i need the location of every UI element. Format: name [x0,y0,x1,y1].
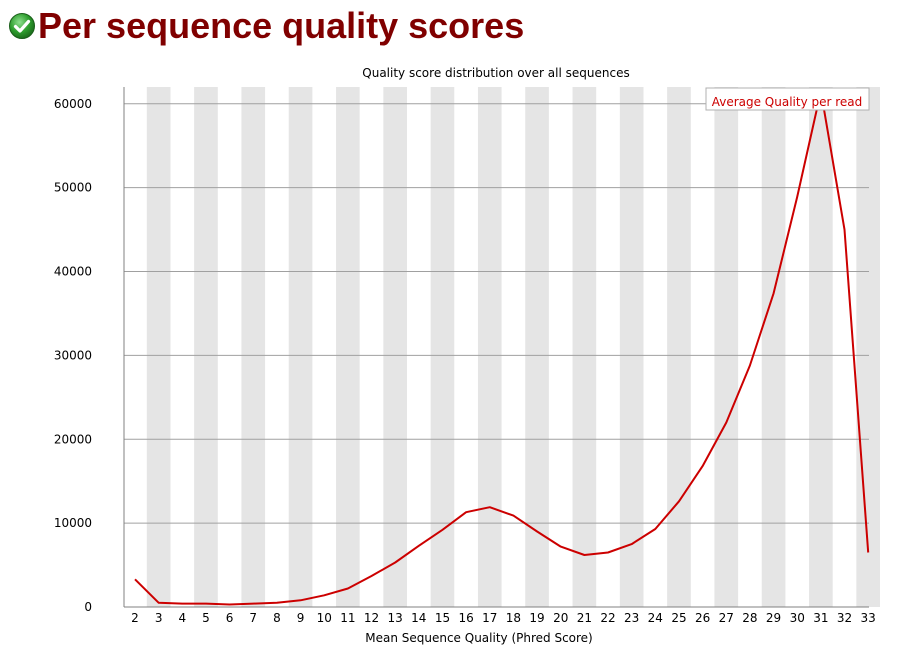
band-33 [856,87,880,607]
x-tick-14: 14 [411,611,426,625]
x-tick-29: 29 [766,611,781,625]
band-19 [525,87,549,607]
band-5 [194,87,218,607]
band-25 [667,87,691,607]
chart-bands [146,87,880,607]
x-tick-12: 12 [364,611,379,625]
x-tick-28: 28 [742,611,757,625]
band-31 [809,87,833,607]
series-line-0 [134,90,870,606]
x-tick-3: 3 [155,611,163,625]
x-tick-22: 22 [600,611,615,625]
x-tick-2: 2 [131,611,139,625]
band-27 [714,87,739,607]
band-23 [619,87,644,607]
report-header: Per sequence quality scores [8,4,524,48]
chart-axes [123,87,869,608]
x-tick-23: 23 [624,611,639,625]
x-tick-26: 26 [695,611,710,625]
x-tick-19: 19 [529,611,544,625]
band-3 [146,87,171,607]
x-axis-ticks: 2 3 4 5 6 7 8 9 10 11 12 13 14 15 16 17 18 19 20 21 22 23 24 25… [131,611,876,625]
y-tick-30000: 30000 [54,348,92,362]
x-tick-17: 17 [482,611,497,625]
band-15 [430,87,455,607]
y-tick-10000: 10000 [54,516,92,530]
chart-gridlines [124,103,869,524]
x-tick-8: 8 [273,611,281,625]
y-tick-0: 0 [84,600,92,614]
y-tick-20000: 20000 [54,432,92,446]
y-tick-50000: 50000 [54,181,92,195]
x-axis-label: Mean Sequence Quality (Phred Score) [365,631,593,645]
x-tick-4: 4 [178,611,186,625]
band-7 [241,87,266,607]
y-tick-60000: 60000 [54,97,92,111]
x-tick-31: 31 [813,611,828,625]
band-17 [477,87,502,607]
pass-check-icon [9,13,35,39]
legend-box [705,87,870,111]
x-tick-18: 18 [506,611,521,625]
y-axis-ticks: 0 10000 20000 30000 40000 50000 60000 [54,97,92,614]
band-13 [383,87,407,607]
band-21 [572,87,597,607]
x-tick-16: 16 [458,611,473,625]
x-tick-5: 5 [202,611,210,625]
x-tick-6: 6 [226,611,234,625]
x-tick-10: 10 [317,611,332,625]
x-tick-15: 15 [435,611,450,625]
band-9 [288,87,313,607]
y-tick-40000: 40000 [54,265,92,279]
x-tick-33: 33 [861,611,876,625]
x-tick-20: 20 [553,611,568,625]
page-title: Per sequence quality scores [38,5,525,46]
x-tick-13: 13 [388,611,403,625]
band-11 [336,87,360,607]
band-29 [761,87,786,607]
x-tick-24: 24 [648,611,663,625]
chart-series [134,90,870,606]
x-tick-30: 30 [790,611,805,625]
x-tick-32: 32 [837,611,852,625]
x-tick-9: 9 [297,611,305,625]
x-tick-25: 25 [671,611,686,625]
x-tick-21: 21 [577,611,592,625]
chart-title: Quality score distribution over all sequ… [362,66,629,80]
legend-entry: Average Quality per read [712,95,863,109]
x-tick-11: 11 [340,611,355,625]
x-tick-7: 7 [249,611,257,625]
x-tick-27: 27 [719,611,734,625]
chart-legend: Average Quality per read [705,87,870,111]
